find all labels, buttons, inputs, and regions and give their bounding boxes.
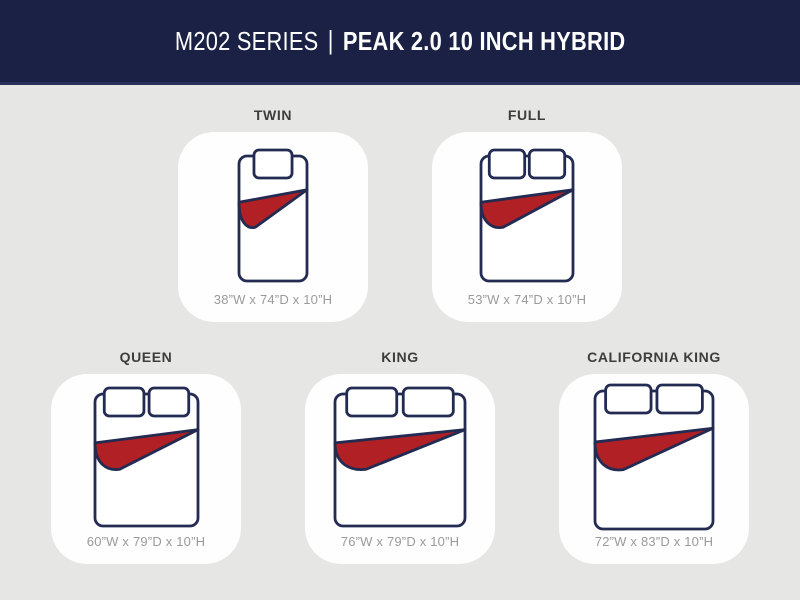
series-name: M202 SERIES [174,25,319,56]
size-row-bottom: QUEEN 60”W x 79”D x 10”H KING 76”W x 79”… [0,348,800,564]
bed-icon-full [479,132,575,292]
bed-icon-twin [237,132,309,292]
size-chart: TWIN 38”W x 74”D x 10”H FULL 53”W x 74”D… [0,85,800,564]
dimensions-text-queen: 60”W x 79”D x 10”H [86,534,206,549]
dimensions-text-twin: 38”W x 74”D x 10”H [213,292,333,307]
size-card-full: 53”W x 74”D x 10”H [432,132,622,322]
size-card-queen: 60”W x 79”D x 10”H [51,374,241,564]
dimensions-text-king: 76”W x 79”D x 10”H [340,534,460,549]
size-column-queen: QUEEN 60”W x 79”D x 10”H [51,348,241,564]
bed-icon-queen [93,374,200,534]
size-card-king: 76”W x 79”D x 10”H [305,374,495,564]
size-column-twin: TWIN 38”W x 74”D x 10”H [178,106,368,322]
page-title: M202 SERIES | PEAK 2.0 10 INCH HYBRID [174,24,626,57]
size-label-twin: TWIN [253,107,293,123]
size-card-twin: 38”W x 74”D x 10”H [178,132,368,322]
bed-icon-california-king [593,374,715,534]
size-column-king: KING 76”W x 79”D x 10”H [305,348,495,564]
size-label-king: KING [381,349,419,365]
size-label-california-king: CALIFORNIA KING [587,349,721,365]
size-label-queen: QUEEN [119,349,173,365]
size-label-full: FULL [507,107,547,123]
title-separator: | [327,24,334,55]
size-column-full: FULL 53”W x 74”D x 10”H [432,106,622,322]
product-name: PEAK 2.0 10 INCH HYBRID [342,25,626,56]
size-row-top: TWIN 38”W x 74”D x 10”H FULL 53”W x 74”D… [0,106,800,322]
size-card-california-king: 72”W x 83”D x 10”H [559,374,749,564]
bed-icon-king [333,374,467,534]
dimensions-text-full: 53”W x 74”D x 10”H [467,292,587,307]
header-banner: M202 SERIES | PEAK 2.0 10 INCH HYBRID [0,0,800,85]
dimensions-text-california-king: 72”W x 83”D x 10”H [594,534,714,549]
size-column-california-king: CALIFORNIA KING 72”W x 83”D x 10”H [559,348,749,564]
